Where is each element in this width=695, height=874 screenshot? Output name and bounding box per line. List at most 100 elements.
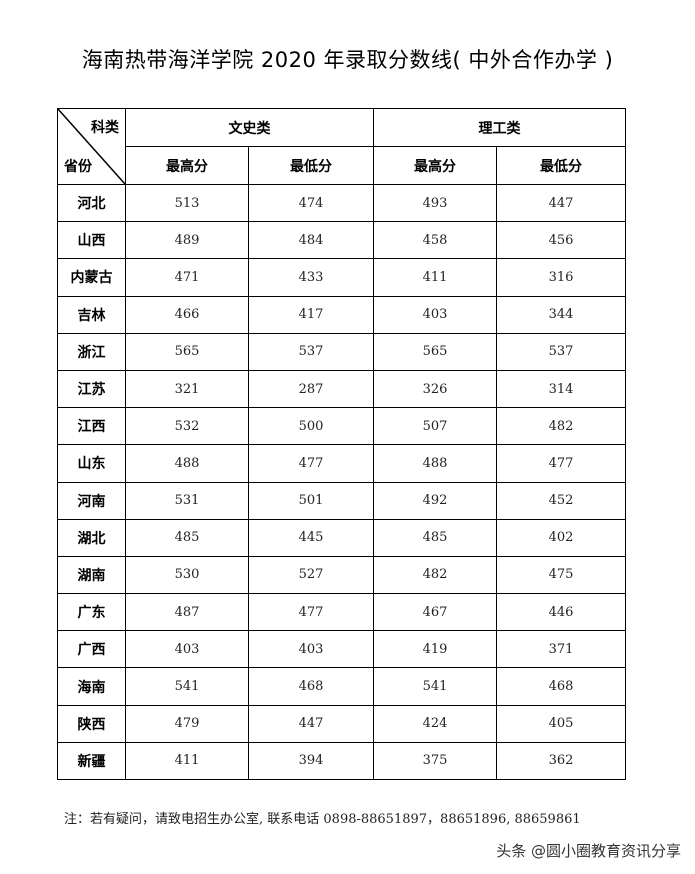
table-row: 吉林 466 417 403 344 <box>57 295 626 334</box>
province-cell: 山东 <box>57 444 126 483</box>
table-row: 浙江 565 537 565 537 <box>57 332 626 371</box>
score-cell: 419 <box>373 630 497 669</box>
score-cell: 565 <box>125 332 249 371</box>
province-cell: 湖北 <box>57 518 126 557</box>
score-cell: 403 <box>373 295 497 334</box>
score-cell: 500 <box>248 407 374 446</box>
score-cell: 446 <box>496 593 626 632</box>
province-cell: 广西 <box>57 630 126 669</box>
score-cell: 507 <box>373 407 497 446</box>
contact-note: 注：若有疑问，请致电招生办公室, 联系电话 0898-88651897，8865… <box>64 812 581 827</box>
score-cell: 468 <box>248 667 374 706</box>
score-cell: 565 <box>373 332 497 371</box>
group-header-science: 理工类 <box>373 108 626 147</box>
table-row: 湖北 485 445 485 402 <box>57 518 626 557</box>
province-cell: 内蒙古 <box>57 258 126 297</box>
diagonal-line <box>58 109 125 184</box>
score-cell: 488 <box>373 444 497 483</box>
score-cell: 537 <box>496 332 626 371</box>
province-cell: 吉林 <box>57 295 126 334</box>
table-row: 广东 487 477 467 446 <box>57 593 626 632</box>
score-cell: 531 <box>125 481 249 520</box>
score-cell: 485 <box>373 518 497 557</box>
table-row: 湖南 530 527 482 475 <box>57 555 626 595</box>
score-table: 科类 省份 文史类 理工类 最高分 最低分 最高分 最低分 河北 513 474 49… <box>57 108 626 781</box>
score-cell: 477 <box>248 593 374 632</box>
table-row: 内蒙古 471 433 411 316 <box>57 258 626 297</box>
province-cell: 河北 <box>57 183 126 223</box>
score-cell: 501 <box>248 481 374 520</box>
score-cell: 468 <box>496 667 626 706</box>
score-cell: 467 <box>373 593 497 632</box>
score-cell: 321 <box>125 369 249 409</box>
table-row: 陕西 479 447 424 405 <box>57 704 626 743</box>
score-cell: 394 <box>248 741 374 781</box>
score-cell: 485 <box>125 518 249 557</box>
score-cell: 474 <box>248 183 374 223</box>
score-cell: 532 <box>125 407 249 446</box>
score-cell: 477 <box>248 444 374 483</box>
score-cell: 447 <box>496 183 626 223</box>
group-header-liberal-arts: 文史类 <box>125 108 374 147</box>
subheader-min: 最低分 <box>248 146 374 185</box>
score-cell: 458 <box>373 221 497 260</box>
score-cell: 475 <box>496 555 626 595</box>
table-row: 海南 541 468 541 468 <box>57 667 626 706</box>
province-cell: 湖南 <box>57 555 126 595</box>
score-cell: 447 <box>248 704 374 743</box>
score-cell: 403 <box>248 630 374 669</box>
score-cell: 488 <box>125 444 249 483</box>
score-cell: 403 <box>125 630 249 669</box>
score-cell: 371 <box>496 630 626 669</box>
score-cell: 493 <box>373 183 497 223</box>
score-cell: 287 <box>248 369 374 409</box>
subheader-min: 最低分 <box>496 146 626 185</box>
score-cell: 471 <box>125 258 249 297</box>
province-cell: 广东 <box>57 593 126 632</box>
score-cell: 530 <box>125 555 249 595</box>
score-cell: 411 <box>125 741 249 781</box>
score-cell: 326 <box>373 369 497 409</box>
province-cell: 山西 <box>57 221 126 260</box>
subheader-max: 最高分 <box>373 146 497 185</box>
score-cell: 417 <box>248 295 374 334</box>
score-cell: 487 <box>125 593 249 632</box>
score-cell: 537 <box>248 332 374 371</box>
score-cell: 492 <box>373 481 497 520</box>
corner-province-label: 省份 <box>64 159 92 175</box>
score-cell: 541 <box>125 667 249 706</box>
table-row: 河北 513 474 493 447 <box>57 183 626 223</box>
province-cell: 河南 <box>57 481 126 520</box>
score-cell: 452 <box>496 481 626 520</box>
score-cell: 456 <box>496 221 626 260</box>
score-cell: 316 <box>496 258 626 297</box>
score-cell: 479 <box>125 704 249 743</box>
page-title: 海南热带海洋学院 2020 年录取分数线( 中外合作办学 ) <box>81 48 614 72</box>
score-cell: 433 <box>248 258 374 297</box>
score-cell: 477 <box>496 444 626 483</box>
watermark: 头条 @圆小圈教育资讯分享 <box>496 842 681 860</box>
province-cell: 江西 <box>57 407 126 446</box>
score-cell: 375 <box>373 741 497 781</box>
score-cell: 402 <box>496 518 626 557</box>
table-row: 广西 403 403 419 371 <box>57 630 626 669</box>
score-cell: 445 <box>248 518 374 557</box>
province-cell: 江苏 <box>57 369 126 409</box>
table-row: 江苏 321 287 326 314 <box>57 369 626 409</box>
table-row: 山西 489 484 458 456 <box>57 221 626 260</box>
table-row: 山东 488 477 488 477 <box>57 444 626 483</box>
province-cell: 浙江 <box>57 332 126 371</box>
score-cell: 541 <box>373 667 497 706</box>
score-cell: 466 <box>125 295 249 334</box>
score-cell: 484 <box>248 221 374 260</box>
table-row: 新疆 411 394 375 362 <box>57 741 626 781</box>
province-cell: 陕西 <box>57 704 126 743</box>
score-cell: 344 <box>496 295 626 334</box>
score-cell: 411 <box>373 258 497 297</box>
score-cell: 314 <box>496 369 626 409</box>
corner-category-label: 科类 <box>91 120 119 136</box>
table-row: 河南 531 501 492 452 <box>57 481 626 520</box>
score-cell: 362 <box>496 741 626 781</box>
score-cell: 527 <box>248 555 374 595</box>
